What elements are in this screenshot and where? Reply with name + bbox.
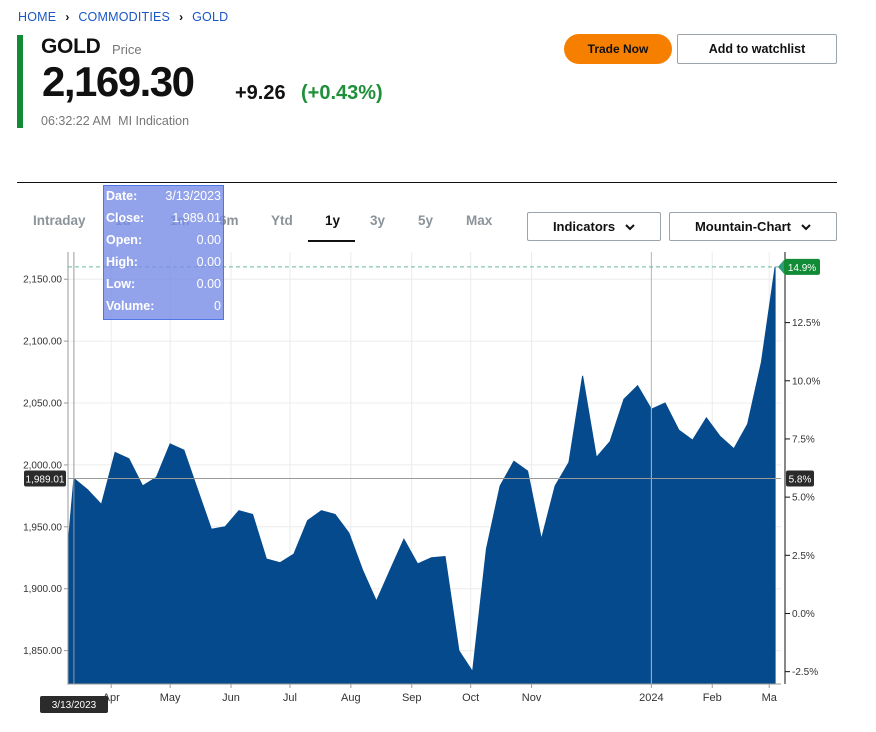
tooltip-label: Open: [106, 233, 143, 247]
quote-change-pct: (+0.43%) [301, 82, 383, 104]
x-tick-label: Nov [522, 692, 542, 704]
tooltip-row: Date: 3/13/2023 [106, 189, 221, 203]
x-tick-label: May [160, 692, 181, 704]
y-tick-label: 1,950.00 [23, 522, 62, 533]
breadcrumb-gold[interactable]: GOLD [192, 10, 229, 24]
last-pct-label: 14.9% [788, 263, 816, 274]
crosshair-pct-badge [786, 470, 814, 487]
tooltip-row: Low: 0.00 [106, 277, 221, 291]
pct-tick-label: 5.0% [792, 493, 815, 504]
tooltip-value: 3/13/2023 [165, 189, 221, 203]
tooltip-row: High: 0.00 [106, 255, 221, 269]
tooltip-value: 1,989.01 [172, 211, 221, 225]
y-tick-label: 2,000.00 [23, 460, 62, 471]
section-divider [17, 182, 837, 183]
quote-source: MI Indication [118, 114, 190, 128]
quote-accent-bar [17, 35, 23, 128]
tooltip-label: Low: [106, 277, 136, 291]
pct-tick-label: 12.5% [792, 318, 820, 329]
tooltip-value: 0.00 [196, 277, 221, 291]
y-tick-label: 1,850.00 [23, 646, 62, 657]
tooltip-label: Volume: [106, 299, 155, 313]
pct-tick-label: 0.0% [792, 609, 815, 620]
chevron-right-icon: › [65, 10, 70, 24]
pct-tick-label: -2.5% [792, 667, 818, 678]
quote-price: 2,169.30 [42, 58, 195, 105]
tab-1y[interactable]: 1y [325, 213, 341, 228]
indicators-dropdown[interactable]: Indicators [527, 212, 661, 241]
chart-type-label: Mountain-Chart [694, 219, 792, 234]
y-tick-label: 2,150.00 [23, 275, 62, 286]
y-tick-label: 1,900.00 [23, 584, 62, 595]
pct-tick-label: 7.5% [792, 434, 815, 445]
pct-tick-label: 2.5% [792, 551, 815, 562]
quote-change: +9.26 [235, 82, 286, 104]
crosshair-x-label: 3/13/2023 [52, 700, 97, 711]
quote-timestamp: 06:32:22 AM MI Indication [41, 114, 189, 128]
x-tick-label: Oct [462, 692, 479, 704]
x-tick-label: Feb [703, 692, 722, 704]
x-tick-label: Jul [283, 692, 297, 704]
quote-type-label: Price [112, 42, 142, 57]
y-tick-label: 2,100.00 [23, 337, 62, 348]
x-tick-label: Aug [341, 692, 361, 704]
chevron-right-icon: › [179, 10, 184, 24]
tab-3y[interactable]: 3y [370, 213, 386, 228]
tab-intraday[interactable]: Intraday [33, 213, 86, 228]
chart-type-dropdown[interactable]: Mountain-Chart [669, 212, 837, 241]
quote-time: 06:32:22 AM [41, 114, 112, 128]
tab-5y[interactable]: 5y [418, 213, 434, 228]
last-pct-badge [784, 258, 820, 275]
tooltip-row: Volume: 0 [106, 299, 221, 313]
x-tick-label: 2024 [639, 692, 663, 704]
x-tick-label: Ma [762, 692, 778, 704]
crosshair-y-badge [24, 470, 66, 487]
tooltip-value: 0 [214, 299, 221, 313]
breadcrumb: HOME › COMMODITIES › GOLD [18, 10, 228, 24]
breadcrumb-commodities[interactable]: COMMODITIES [78, 10, 171, 24]
chart-tooltip: Date: 3/13/2023 Close: 1,989.01 Open: 0.00 Hig… [103, 185, 224, 320]
tooltip-label: Close: [106, 211, 145, 225]
crosshair-y-label: 1,989.01 [26, 475, 65, 486]
trade-now-button[interactable]: Trade Now [564, 34, 672, 64]
active-tab-underline [308, 240, 355, 242]
pct-tick-label: 10.0% [792, 376, 820, 387]
tooltip-label: High: [106, 255, 138, 269]
quote-symbol: GOLD [41, 35, 101, 58]
price-area [67, 266, 776, 685]
indicators-label: Indicators [552, 219, 616, 234]
add-to-watchlist-button[interactable]: Add to watchlist [677, 34, 837, 64]
tooltip-value: 0.00 [196, 233, 221, 247]
x-tick-label: Sep [402, 692, 422, 704]
last-price-marker [778, 259, 784, 274]
x-tick-label: Jun [222, 692, 240, 704]
crosshair-x-badge [40, 696, 108, 713]
crosshair-pct-label: 5.8% [789, 475, 812, 486]
tooltip-value: 0.00 [196, 255, 221, 269]
chevron-down-icon [625, 223, 635, 230]
tooltip-row: Close: 1,989.01 [106, 211, 221, 225]
chevron-down-icon [801, 223, 811, 230]
breadcrumb-home[interactable]: HOME [18, 10, 57, 24]
tooltip-label: Date: [106, 189, 138, 203]
tooltip-row: Open: 0.00 [106, 233, 221, 247]
y-tick-label: 2,050.00 [23, 399, 62, 410]
tab-ytd[interactable]: Ytd [271, 213, 293, 228]
tab-max[interactable]: Max [466, 213, 493, 228]
